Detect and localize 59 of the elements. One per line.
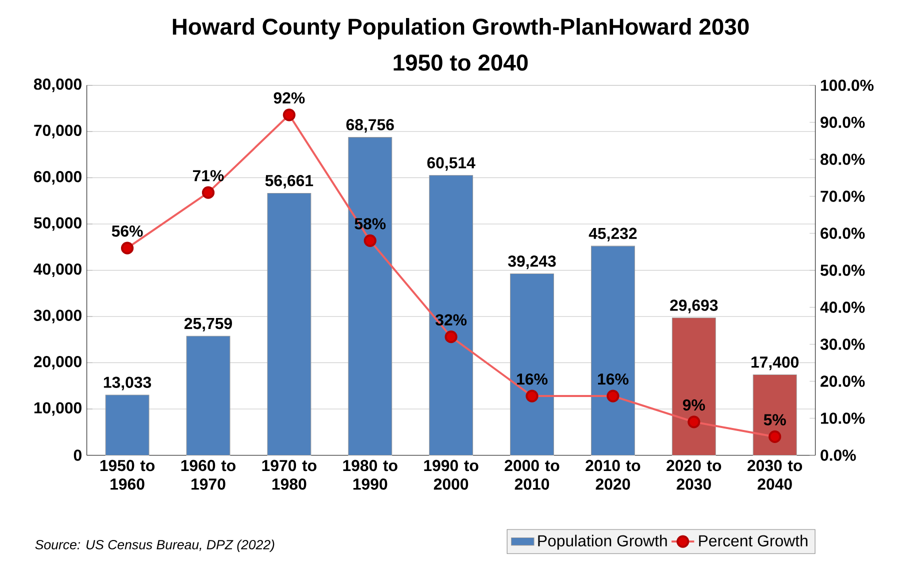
y2-tick-label: 50.0% xyxy=(820,264,865,276)
y2-tick-label: 80.0% xyxy=(820,153,865,165)
data-label: 68,756 xyxy=(346,118,394,132)
legend-label: Population Growth xyxy=(538,534,667,550)
bar xyxy=(429,174,474,456)
x-tick-label: 2010 to 2020 xyxy=(586,460,640,490)
bar xyxy=(348,136,392,456)
chart-title: Howard County Population Growth-PlanHoward 2030 xyxy=(172,18,749,40)
data-label: 71% xyxy=(192,170,224,182)
x-tick-label: 1970 to 1980 xyxy=(262,460,316,490)
y2-tick-label: 90.0% xyxy=(820,116,865,128)
data-label: 56% xyxy=(112,225,143,237)
data-label: 56,661 xyxy=(265,174,314,188)
y-tick-label: 20,000 xyxy=(34,356,82,370)
bar xyxy=(752,374,797,456)
data-label: 25,759 xyxy=(184,318,232,332)
y2-tick-label: 0.0% xyxy=(820,449,856,461)
data-label: 45,232 xyxy=(588,228,637,242)
source-note: Source: US Census Bureau, DPZ (2022) xyxy=(35,539,274,552)
data-label: 16% xyxy=(598,373,628,384)
y-tick-label: 70,000 xyxy=(34,124,82,138)
chart-subtitle: 1950 to 2040 xyxy=(394,54,528,71)
legend-label: Percent Growth xyxy=(699,534,808,546)
y-tick-label: 10,000 xyxy=(34,402,82,416)
data-label: 39,243 xyxy=(508,255,556,269)
y-tick-label: 0 xyxy=(74,449,82,461)
y2-tick-label: 70.0% xyxy=(820,190,865,202)
x-tick-label: 2020 to 2030 xyxy=(666,460,722,490)
x-tick-label: 1990 to 2000 xyxy=(424,460,478,490)
x-tick-label: 2030 to 2040 xyxy=(748,460,802,490)
y-tick-label: 30,000 xyxy=(34,309,82,324)
bar xyxy=(510,273,554,456)
y2-tick-label: 20.0% xyxy=(820,375,865,387)
bar xyxy=(105,394,150,456)
bar xyxy=(186,336,230,456)
y-tick-label: 40,000 xyxy=(34,263,82,277)
bar xyxy=(267,192,312,456)
x-tick-label: 2000 to 2010 xyxy=(504,460,560,490)
x-tick-label: 1950 to 1960 xyxy=(100,460,155,490)
data-label: 5% xyxy=(764,414,786,426)
data-label: 17,400 xyxy=(752,356,799,370)
y2-tick-label: 10.0% xyxy=(821,412,865,424)
data-label: 60,514 xyxy=(427,156,476,170)
data-label: 13,033 xyxy=(104,376,152,390)
y-tick-label: 60,000 xyxy=(34,170,82,184)
data-label: 29,693 xyxy=(670,299,718,314)
y2-tick-label: 100.0% xyxy=(821,79,874,91)
y2-tick-label: 30.0% xyxy=(820,338,865,350)
bar xyxy=(672,317,716,456)
y-tick-label: 50,000 xyxy=(34,217,82,231)
data-label: 9% xyxy=(682,399,705,410)
y2-tick-label: 60.0% xyxy=(820,227,865,239)
data-label: 16% xyxy=(517,373,548,384)
data-label: 92% xyxy=(274,92,305,104)
x-tick-label: 1960 to 1970 xyxy=(181,460,236,490)
y-tick-label: 80,000 xyxy=(34,78,82,92)
bar xyxy=(590,246,635,456)
x-tick-label: 1980 to 1990 xyxy=(343,460,398,490)
y2-tick-label: 40.0% xyxy=(820,301,865,313)
